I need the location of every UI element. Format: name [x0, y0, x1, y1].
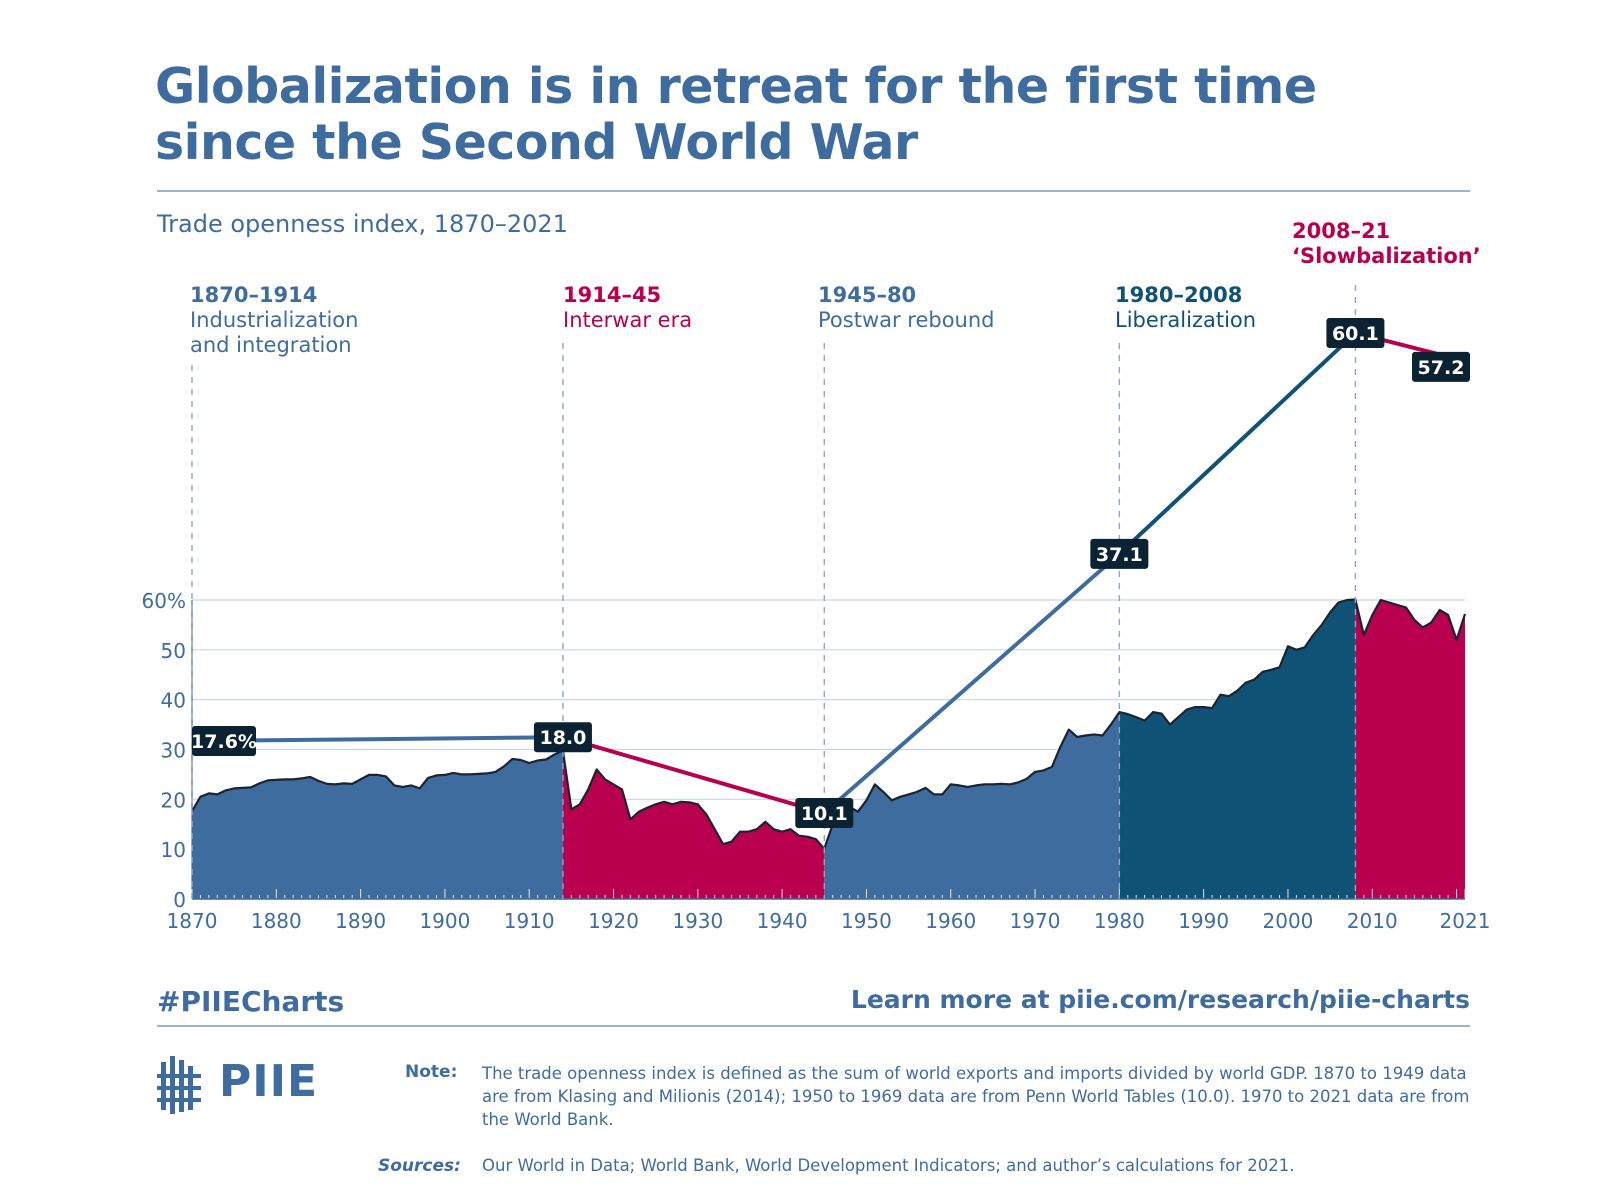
summary-segment [1117, 331, 1357, 556]
x-tick-label: 1990 [1178, 909, 1229, 933]
period-years-label: 1914–45 [563, 283, 661, 307]
period-years-label: 1870–1914 [190, 283, 317, 307]
period-years-label: 2008–21 [1292, 219, 1390, 243]
piie-logo-text: PIIE [219, 1056, 319, 1107]
sources-text: Our World in Data; World Bank, World Dev… [482, 1156, 1295, 1175]
x-tick-label: 1930 [672, 909, 723, 933]
title-divider [157, 190, 1470, 192]
note-text: The trade openness index is defined as t… [482, 1064, 1470, 1129]
period-name-label: Industrialization [190, 308, 358, 332]
area-period-1945 [824, 712, 1120, 899]
period-years-label: 1945–80 [818, 283, 916, 307]
period-name-label: Interwar era [563, 308, 692, 332]
summary-value-box [533, 722, 592, 753]
note-label: Note: [405, 1062, 458, 1082]
hashtag: #PIIECharts [157, 985, 345, 1018]
area-period-1870 [192, 750, 563, 899]
summary-value-label: 60.1 [1332, 323, 1379, 345]
summary-value-label: 57.2 [1418, 357, 1465, 379]
y-tick-label: 40 [161, 689, 186, 713]
x-tick-label: 1920 [588, 909, 639, 933]
x-tick-label: 1890 [335, 909, 386, 933]
x-tick-label: 1880 [251, 909, 302, 933]
x-tick-label: 1940 [757, 909, 808, 933]
summary-value-box [795, 798, 854, 829]
x-tick-label: 1870 [167, 909, 218, 933]
chart-title-line-1: Globalization is in retreat for the firs… [155, 58, 1317, 115]
x-tick-label: 1970 [1010, 909, 1061, 933]
x-tick-label: 1900 [419, 909, 470, 933]
y-tick-label: 0 [173, 888, 186, 912]
area-period-1914 [562, 750, 825, 899]
x-tick-label: 2021 [1440, 909, 1491, 933]
learn-more-link[interactable]: Learn more at piie.com/research/piie-cha… [850, 985, 1470, 1014]
summary-value-box [1412, 351, 1470, 382]
summary-value-label: 37.1 [1096, 544, 1143, 566]
summary-value-box [192, 726, 256, 757]
chart-title-line-2: since the Second World War [155, 114, 918, 171]
x-tick-label: 2000 [1263, 909, 1314, 933]
chart-subtitle: Trade openness index, 1870–2021 [157, 210, 568, 238]
x-tick-label: 1910 [504, 909, 555, 933]
x-tick-label: 1960 [925, 909, 976, 933]
y-tick-label: 60% [142, 589, 186, 613]
x-tick-label: 1980 [1094, 909, 1145, 933]
summary-value-label: 18.0 [539, 727, 586, 749]
y-tick-label: 30 [161, 739, 186, 763]
series-outline [191, 598, 1467, 850]
piie-logo-icon [157, 1056, 201, 1114]
y-tick-label: 50 [161, 639, 186, 663]
summary-value-label: 17.6% [191, 731, 257, 753]
footer-divider [157, 1025, 1470, 1027]
period-name-label: and integration [190, 333, 352, 357]
x-tick-label: 2010 [1347, 909, 1398, 933]
summary-value-box [1326, 318, 1385, 349]
area-period-1980 [1119, 599, 1356, 899]
period-name-label: Postwar rebound [818, 308, 995, 332]
area-period-2008 [1355, 599, 1465, 899]
summary-value-box [1090, 538, 1149, 569]
period-name-label: ‘Slowbalization’ [1292, 244, 1481, 268]
y-tick-label: 20 [161, 788, 186, 812]
period-name-label: Liberalization [1115, 308, 1256, 332]
sources-label: Sources: [378, 1156, 461, 1176]
period-years-label: 1980–2008 [1115, 283, 1242, 307]
x-tick-label: 1950 [841, 909, 892, 933]
summary-value-label: 10.1 [801, 803, 848, 825]
summary-segment [822, 552, 1121, 815]
summary-segment [562, 735, 825, 815]
y-tick-label: 10 [161, 838, 186, 862]
